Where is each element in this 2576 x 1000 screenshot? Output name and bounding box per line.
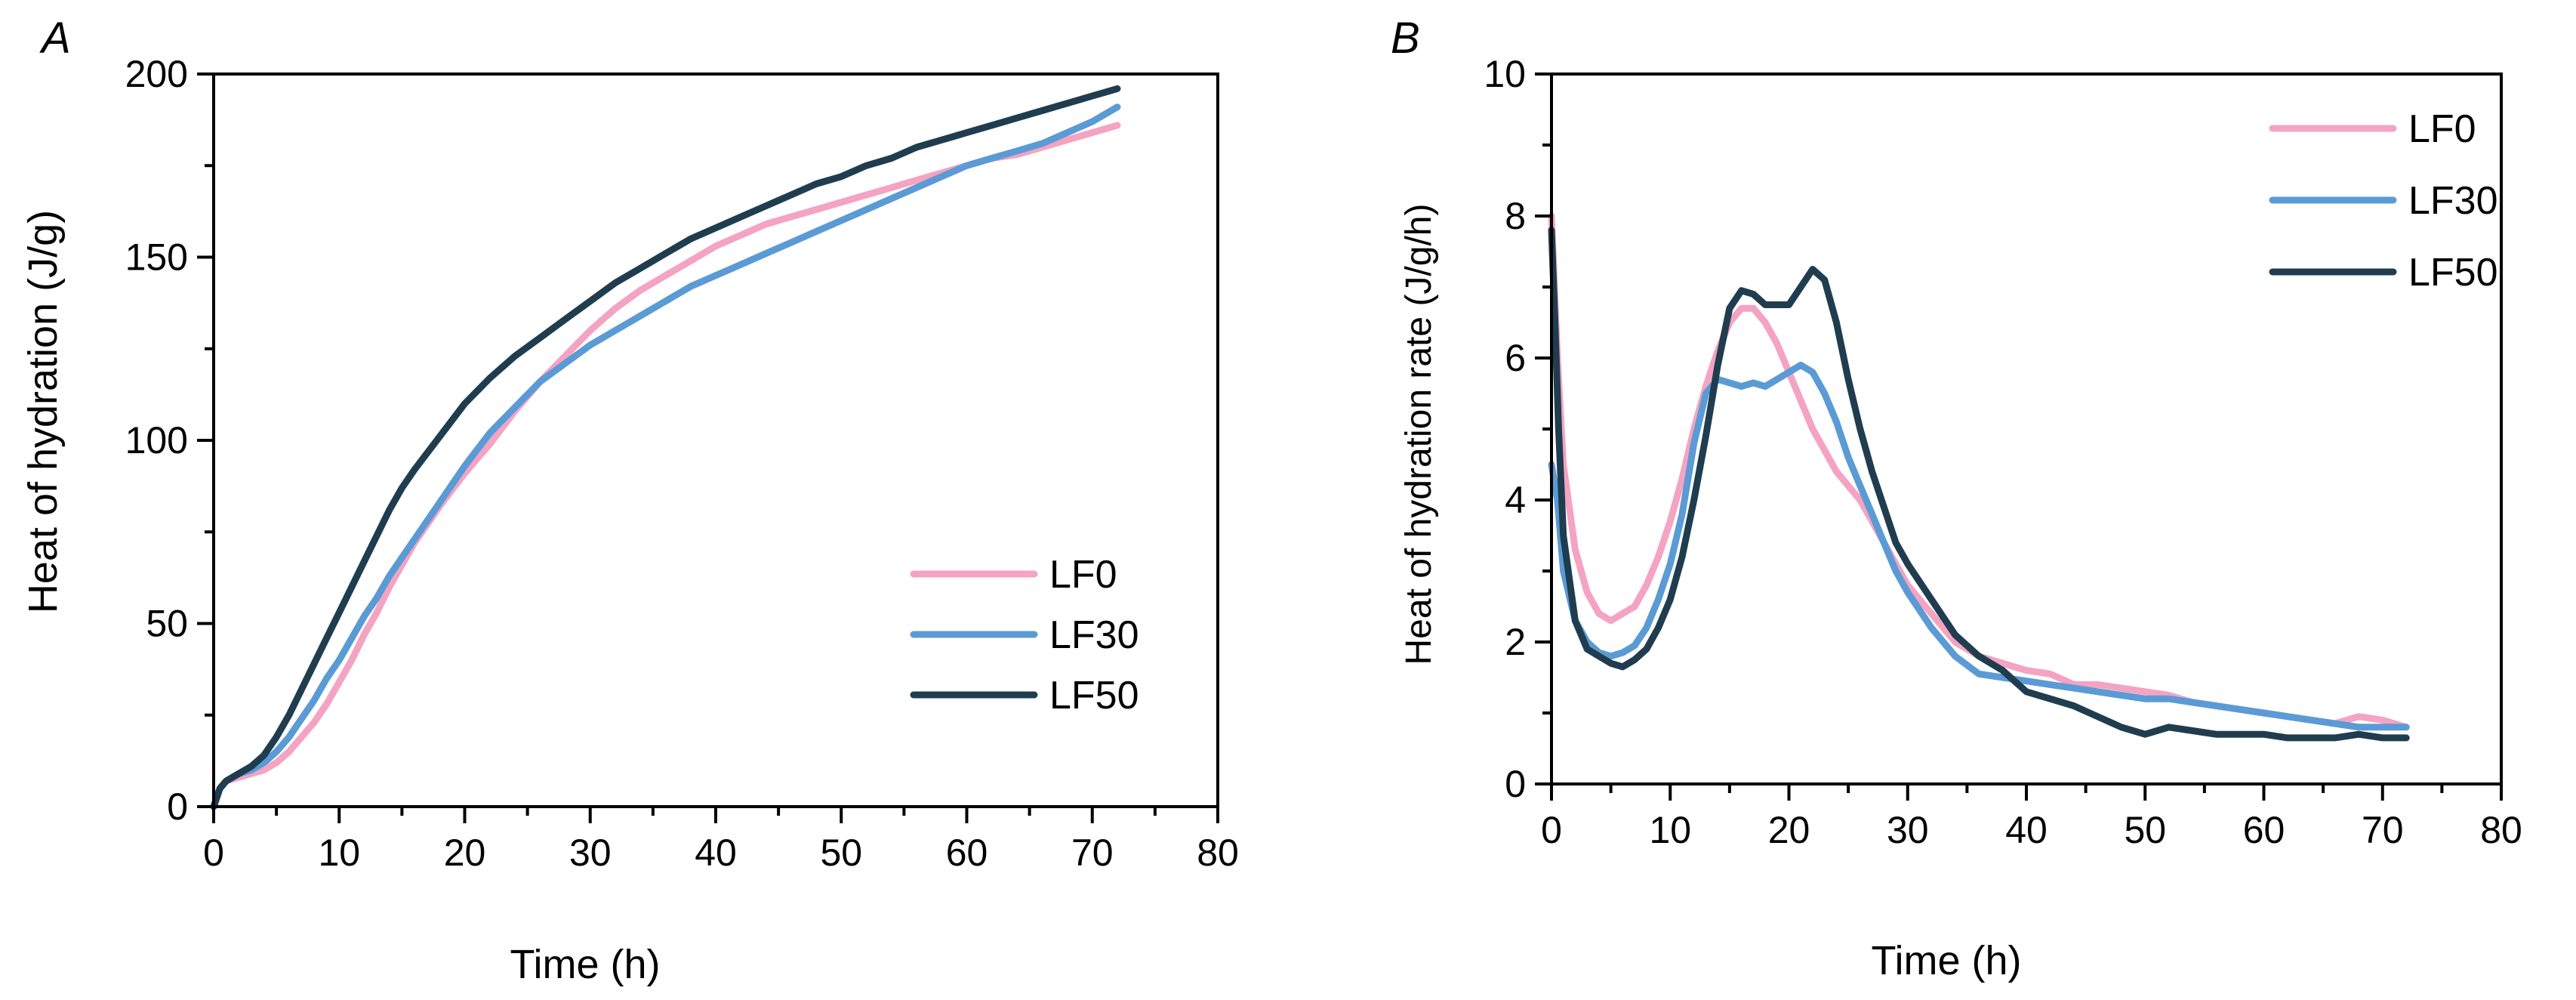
- x-axis-title-a: Time (h): [510, 942, 661, 987]
- series-line-lf30: [1548, 361, 2410, 731]
- legend-label-lf50: LF50: [1049, 674, 1139, 718]
- y-tick-label: 100: [125, 419, 188, 461]
- y-tick-label: 0: [1505, 763, 1526, 805]
- x-tick-label: 0: [1541, 809, 1562, 851]
- series-line-lf50: [1548, 227, 2410, 742]
- legend-label-lf30: LF30: [2408, 179, 2498, 223]
- legend-label-lf0: LF0: [1049, 553, 1117, 597]
- x-tick-label: 70: [1071, 832, 1114, 874]
- x-tick-label: 70: [2362, 809, 2404, 851]
- panel-label-b: B: [1391, 14, 1420, 63]
- x-tick-label: 50: [820, 832, 862, 874]
- x-tick-label: 60: [946, 832, 988, 874]
- x-tick-label: 10: [318, 832, 360, 874]
- x-axis-title-b: Time (h): [1872, 938, 2022, 983]
- x-tick-label: 80: [1197, 832, 1239, 874]
- y-tick-label: 6: [1505, 337, 1526, 379]
- panel-b: B Time (h) Heat of hydration rate (J/g/h…: [1391, 14, 2522, 983]
- x-tick-label: 30: [1887, 809, 1929, 851]
- y-tick-label: 200: [125, 53, 188, 95]
- y-tick-label: 4: [1505, 479, 1526, 521]
- y-tick-label: 0: [167, 785, 188, 828]
- legend-label-lf30: LF30: [1049, 613, 1139, 657]
- panel-a: A Time (h) Heat of hydration (J/g) 0 10 20…: [20, 14, 1239, 987]
- y-axis-title-a: Heat of hydration (J/g): [20, 210, 66, 613]
- x-tick-label: 30: [569, 832, 612, 874]
- x-tick-label: 20: [1768, 809, 1810, 851]
- x-tick-label: 50: [2124, 809, 2166, 851]
- legend-label-lf0: LF0: [2408, 107, 2476, 151]
- x-tick-label: 40: [2005, 809, 2048, 851]
- legend-label-lf50: LF50: [2408, 251, 2498, 295]
- legend: LF0 LF30 LF50: [910, 553, 1139, 718]
- x-tick-label: 40: [695, 832, 737, 874]
- x-tick-label: 10: [1649, 809, 1691, 851]
- series-line-lf50: [210, 85, 1121, 810]
- series-line-lf30: [210, 103, 1121, 810]
- x-tick-label: 0: [203, 832, 224, 874]
- y-tick-label: 150: [125, 236, 188, 279]
- y-tick-label: 8: [1505, 195, 1526, 237]
- legend: LF0 LF30 LF50: [2269, 107, 2498, 295]
- y-axis-title-b: Heat of hydration rate (J/g/h): [1399, 204, 1439, 665]
- y-tick-label: 2: [1505, 621, 1526, 663]
- y-tick-label: 50: [146, 603, 188, 645]
- panel-label-a: A: [39, 14, 71, 63]
- x-tick-label: 60: [2243, 809, 2285, 851]
- y-tick-label: 10: [1484, 53, 1526, 95]
- x-tick-label: 80: [2480, 809, 2522, 851]
- x-tick-label: 20: [444, 832, 486, 874]
